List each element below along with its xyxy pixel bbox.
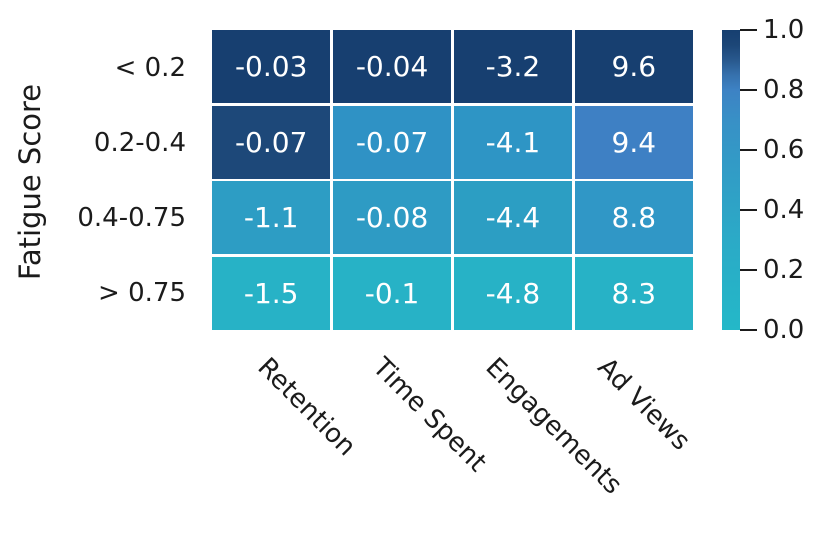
- heatmap-cell: 9.4: [574, 105, 693, 179]
- colorbar-tick-label: 0.6: [763, 135, 805, 165]
- y-tick-label: 0.2-0.4: [93, 127, 186, 158]
- x-tick-label: Time Spent: [366, 352, 493, 478]
- colorbar-tick-label: 0.0: [763, 315, 805, 345]
- colorbar-gradient: [722, 30, 740, 330]
- colorbar-tick-mark: [740, 148, 757, 152]
- heatmap-cell: -4.8: [453, 256, 573, 330]
- y-tick-label: > 0.75: [98, 277, 186, 308]
- heatmap-cell: 9.6: [574, 30, 693, 104]
- heatmap-cell: -0.07: [332, 105, 452, 179]
- heatmap-cell: -4.4: [453, 181, 573, 255]
- y-tick-label: < 0.2: [114, 52, 186, 83]
- colorbar-tick-mark: [740, 208, 757, 212]
- heatmap-cell: 8.8: [574, 181, 693, 255]
- heatmap-cell: 8.3: [574, 256, 693, 330]
- colorbar-tick-label: 0.8: [763, 75, 805, 105]
- colorbar-tick-mark: [740, 88, 757, 92]
- colorbar-tick-label: 0.2: [763, 255, 805, 285]
- x-tick-label: Retention: [251, 352, 362, 463]
- heatmap-cell: -0.03: [212, 30, 331, 104]
- x-tick-label: Ad Views: [591, 352, 696, 457]
- colorbar-tick-mark: [740, 328, 757, 332]
- heatmap-cell: -0.07: [212, 105, 331, 179]
- heatmap-cell: -0.1: [332, 256, 452, 330]
- y-tick-label: 0.4-0.75: [77, 202, 186, 233]
- heatmap-cell: -4.1: [453, 105, 573, 179]
- heatmap-cell: -1.1: [212, 181, 331, 255]
- colorbar-tick-label: 1.0: [763, 15, 805, 45]
- colorbar-tick-label: 0.4: [763, 195, 805, 225]
- colorbar-tick-mark: [740, 28, 757, 32]
- heatmap-grid: -0.03 -0.04 -3.2 9.6 -0.07 -0.07 -4.1 9.4 -1.1 -0…: [212, 30, 693, 330]
- heatmap-cell: -3.2: [453, 30, 573, 104]
- colorbar-tick-mark: [740, 268, 757, 272]
- heatmap-cell: -1.5: [212, 256, 331, 330]
- heatmap-cell: -0.04: [332, 30, 452, 104]
- heatmap-cell: -0.08: [332, 181, 452, 255]
